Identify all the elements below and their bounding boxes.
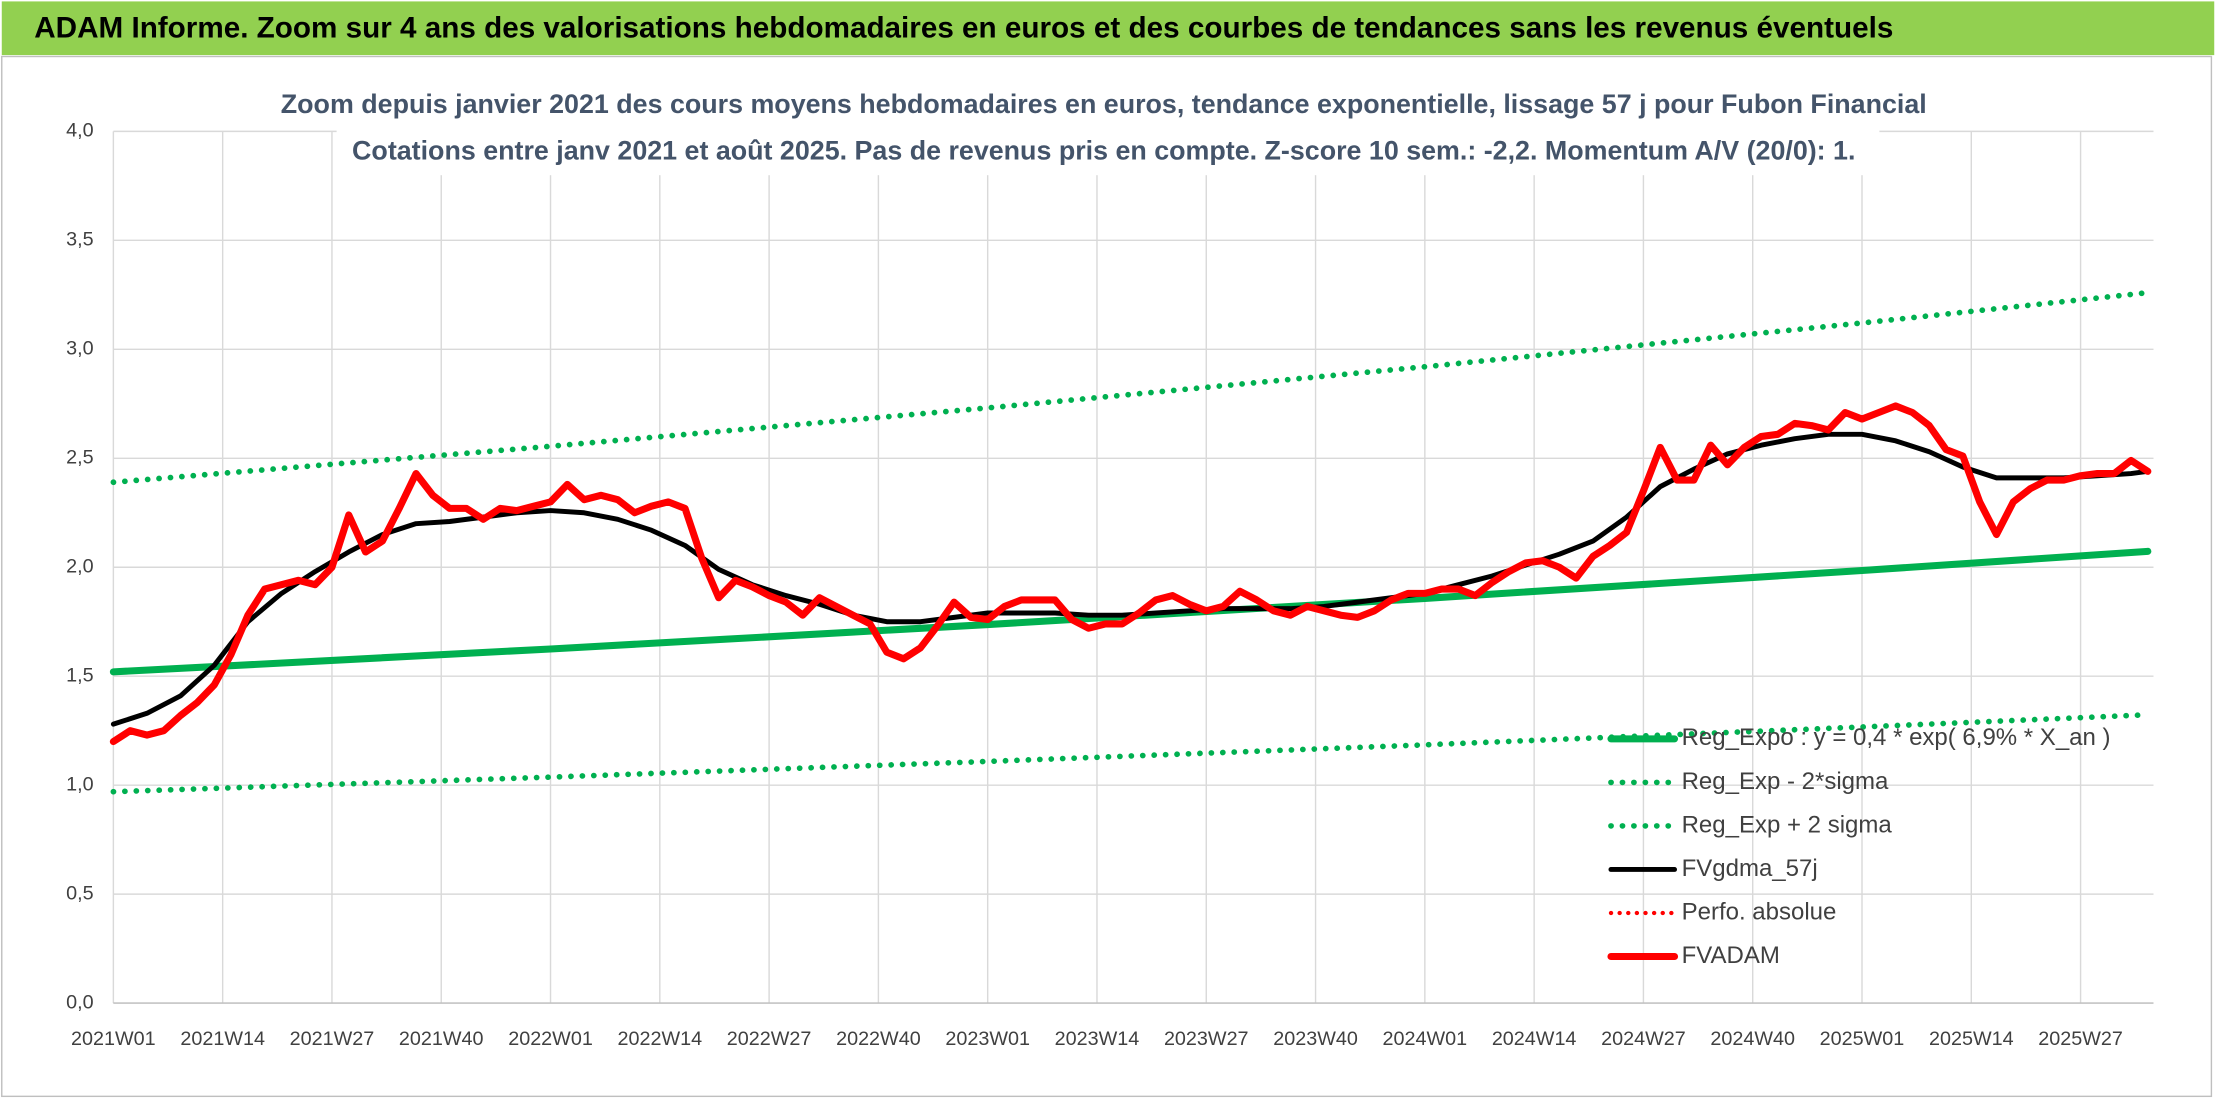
chart-subtitle: Cotations entre janv 2021 et août 2025. … (352, 136, 1855, 166)
chart-title: ADAM Informe. Zoom sur 4 ans des valoris… (34, 11, 1893, 44)
legend-label: Reg_Expo : y = 0,4 * exp( 6,9% * X_an ) (1682, 724, 2111, 751)
x-tick-label: 2022W01 (508, 1028, 593, 1050)
y-tick-label: 0,0 (66, 991, 93, 1013)
x-tick-label: 2023W14 (1055, 1028, 1140, 1050)
x-tick-label: 2025W01 (1820, 1028, 1905, 1050)
x-tick-label: 2024W40 (1710, 1028, 1795, 1050)
legend: Reg_Expo : y = 0,4 * exp( 6,9% * X_an ) R… (1607, 724, 2111, 969)
chart-frame (1, 55, 2213, 1098)
series-line (109, 402, 2152, 746)
subtitle-box (336, 84, 1880, 176)
x-tick-label: 2021W27 (290, 1028, 375, 1050)
x-tick-label: 2022W40 (836, 1028, 921, 1050)
y-tick-label: 2,5 (66, 447, 93, 469)
x-tick-label: 2022W14 (618, 1028, 703, 1050)
x-tick-label: 2022W27 (727, 1028, 812, 1050)
x-tick-label: 2024W01 (1383, 1028, 1468, 1050)
y-tick-label: 2,0 (66, 555, 93, 577)
x-tick-label: 2023W27 (1164, 1028, 1249, 1050)
series-line (110, 289, 2151, 486)
legend-label: FVgdma_57j (1682, 855, 1818, 882)
x-tick-label: 2023W01 (945, 1028, 1030, 1050)
y-tick-label: 1,5 (66, 664, 93, 686)
x-tick-label: 2024W27 (1601, 1028, 1686, 1050)
legend-label: Reg_Exp + 2 sigma (1682, 811, 1893, 838)
chart-subtitle: Zoom depuis janvier 2021 des cours moyen… (281, 89, 1927, 119)
x-tick-label: 2025W27 (2038, 1028, 2123, 1050)
legend-label: Reg_Exp - 2*sigma (1682, 768, 1889, 795)
y-tick-label: 0,5 (66, 882, 93, 904)
x-tick-label: 2024W14 (1492, 1028, 1577, 1050)
y-tick-label: 3,5 (66, 229, 93, 251)
legend-label: Perfo. absolue (1682, 898, 1837, 925)
x-tick-label: 2021W40 (399, 1028, 484, 1050)
x-tick-label: 2021W14 (180, 1028, 265, 1050)
legend-label: FVADAM (1682, 942, 1780, 969)
x-tick-label: 2021W01 (71, 1028, 156, 1050)
x-tick-label: 2023W40 (1273, 1028, 1358, 1050)
y-tick-label: 1,0 (66, 773, 93, 795)
banner (1, 1, 2215, 56)
x-tick-label: 2025W14 (1929, 1028, 2014, 1050)
y-tick-label: 3,0 (66, 338, 93, 360)
y-tick-label: 4,0 (66, 120, 93, 142)
series-line (110, 711, 2151, 795)
